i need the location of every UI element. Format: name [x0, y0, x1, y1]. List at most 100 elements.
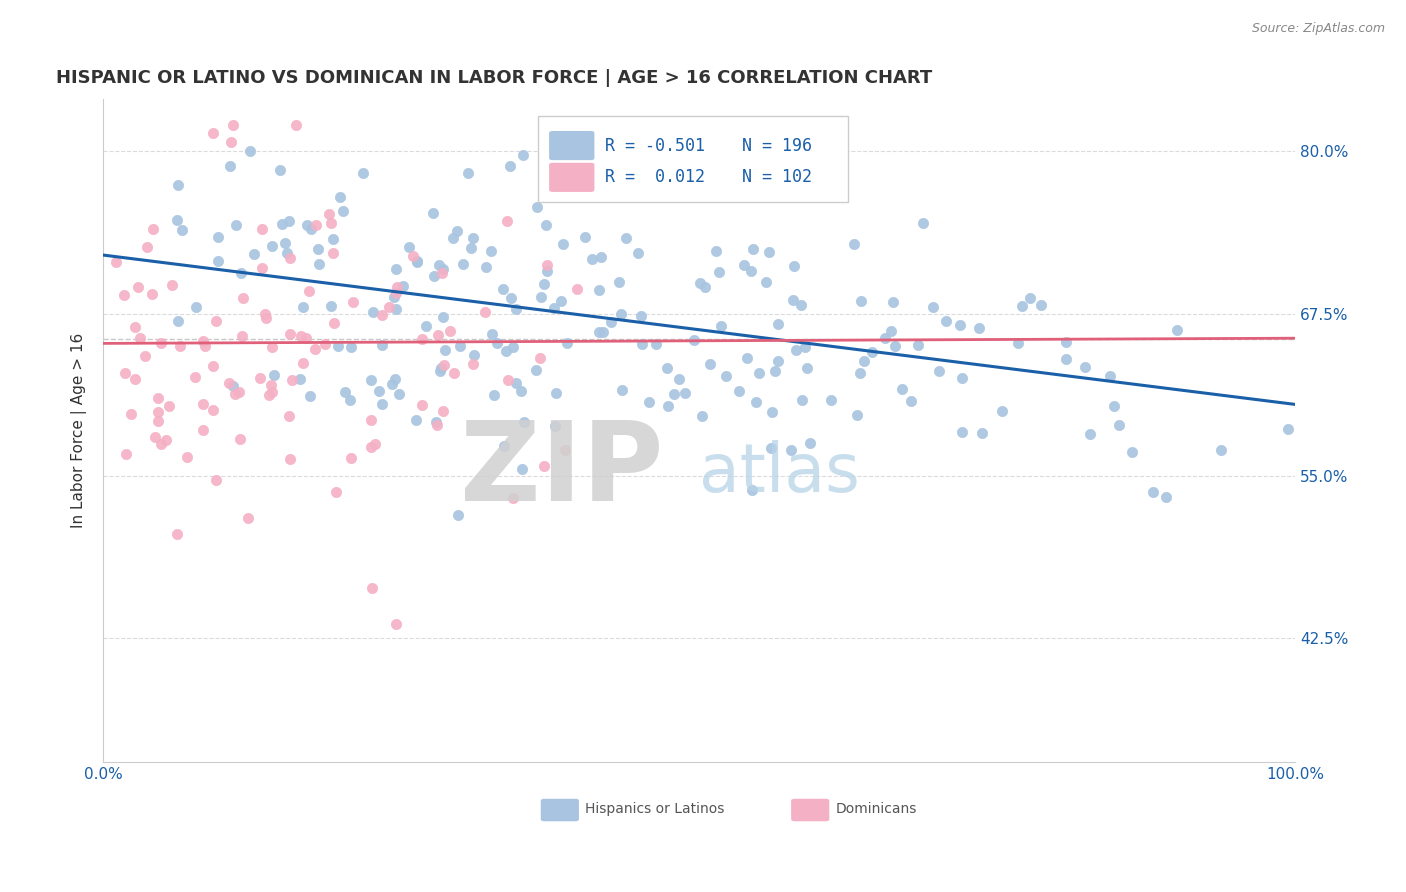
Point: [429, 364, 451, 378]
Point: [928, 364, 950, 378]
Point: [284, 118, 307, 132]
Point: [299, 222, 322, 236]
Point: [263, 368, 285, 383]
Point: [692, 409, 714, 423]
Point: [852, 353, 875, 368]
Point: [274, 235, 297, 250]
Point: [581, 252, 603, 266]
Point: [381, 377, 404, 392]
Point: [120, 407, 142, 421]
FancyBboxPatch shape: [792, 798, 830, 822]
Point: [128, 331, 150, 345]
Point: [820, 392, 842, 407]
Point: [759, 442, 782, 456]
Point: [699, 357, 721, 371]
Point: [550, 293, 572, 308]
Point: [911, 215, 934, 229]
Point: [536, 263, 558, 277]
Point: [524, 363, 547, 377]
Point: [463, 357, 485, 371]
Point: [124, 372, 146, 386]
Point: [529, 351, 551, 366]
Point: [260, 378, 283, 392]
Point: [449, 338, 471, 352]
Point: [627, 246, 650, 260]
Point: [543, 301, 565, 316]
Point: [194, 339, 217, 353]
Text: Source: ZipAtlas.com: Source: ZipAtlas.com: [1251, 22, 1385, 36]
Point: [322, 246, 344, 260]
Point: [160, 277, 183, 292]
Point: [842, 236, 865, 251]
Text: R = -0.501: R = -0.501: [605, 136, 706, 154]
Point: [385, 616, 408, 631]
Point: [496, 373, 519, 387]
Point: [172, 223, 194, 237]
Point: [748, 366, 770, 380]
Point: [554, 443, 576, 458]
Point: [533, 459, 555, 474]
Point: [610, 306, 633, 320]
Point: [124, 319, 146, 334]
Point: [167, 314, 190, 328]
Point: [432, 261, 454, 276]
Point: [796, 360, 818, 375]
Point: [411, 398, 433, 412]
Point: [405, 413, 427, 427]
Point: [254, 311, 277, 326]
Point: [432, 310, 454, 324]
Point: [184, 370, 207, 384]
Point: [415, 318, 437, 333]
Point: [423, 269, 446, 284]
Point: [495, 344, 517, 359]
Point: [304, 342, 326, 356]
Point: [533, 277, 555, 291]
Point: [191, 423, 214, 437]
Point: [166, 527, 188, 541]
Point: [430, 266, 453, 280]
Point: [741, 483, 763, 498]
Point: [1054, 352, 1077, 367]
Point: [249, 371, 271, 385]
Point: [325, 484, 347, 499]
Text: HISPANIC OR LATINO VS DOMINICAN IN LABOR FORCE | AGE > 16 CORRELATION CHART: HISPANIC OR LATINO VS DOMINICAN IN LABOR…: [55, 69, 932, 87]
Point: [505, 301, 527, 316]
Point: [384, 372, 406, 386]
Point: [846, 408, 869, 422]
Point: [314, 337, 336, 351]
Point: [1074, 360, 1097, 375]
Point: [457, 165, 479, 179]
Point: [463, 348, 485, 362]
Point: [176, 450, 198, 464]
Point: [352, 166, 374, 180]
Point: [592, 325, 614, 339]
Point: [1142, 485, 1164, 500]
Point: [364, 437, 387, 451]
Point: [1080, 427, 1102, 442]
Point: [166, 213, 188, 227]
Point: [114, 366, 136, 380]
Text: N = 102: N = 102: [742, 169, 813, 186]
Point: [260, 239, 283, 253]
Point: [662, 387, 685, 401]
Point: [505, 376, 527, 390]
Point: [481, 244, 503, 258]
Point: [406, 255, 429, 269]
Point: [134, 349, 156, 363]
Point: [231, 328, 253, 343]
Point: [922, 301, 945, 315]
Point: [745, 395, 768, 409]
Point: [207, 230, 229, 244]
Point: [693, 280, 716, 294]
Point: [202, 359, 225, 373]
Point: [510, 462, 533, 476]
Point: [342, 294, 364, 309]
FancyBboxPatch shape: [541, 798, 579, 822]
Point: [398, 240, 420, 254]
Point: [224, 387, 246, 401]
Point: [290, 329, 312, 343]
Point: [371, 397, 394, 411]
Point: [501, 291, 523, 305]
Point: [1011, 299, 1033, 313]
Point: [229, 433, 252, 447]
